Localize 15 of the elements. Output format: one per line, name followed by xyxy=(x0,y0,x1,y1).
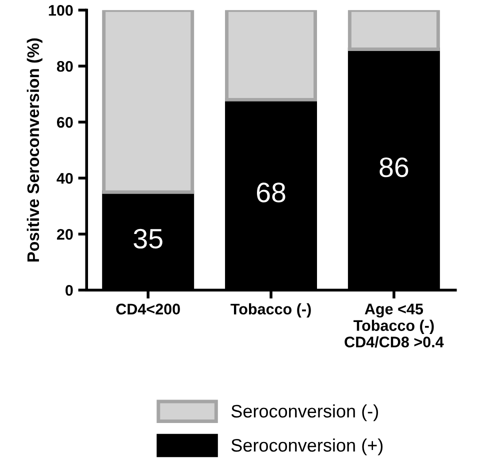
legend-label: Seroconversion (-) xyxy=(231,404,378,422)
x-tick-label: Tobacco (-) xyxy=(230,303,311,318)
data-label: 86 xyxy=(380,157,408,178)
legend-label: Seroconversion (+) xyxy=(231,438,383,456)
x-tick-label: CD4<200 xyxy=(116,304,180,315)
x-tick-label: Age <45 Tobacco (-) CD4/CD8 >0.4 xyxy=(344,304,444,348)
y-tick-label: 40 xyxy=(56,172,73,184)
data-label: 35 xyxy=(134,228,162,249)
data-label: 68 xyxy=(256,182,286,202)
y-tick-label: 60 xyxy=(56,116,73,128)
y-tick-label: 100 xyxy=(48,4,73,16)
y-axis-title: Positive Seroconversion (%) xyxy=(26,38,42,262)
y-tick-label: 0 xyxy=(66,284,73,296)
y-tick-label: 80 xyxy=(56,60,73,72)
y-tick-label: 20 xyxy=(56,228,73,240)
